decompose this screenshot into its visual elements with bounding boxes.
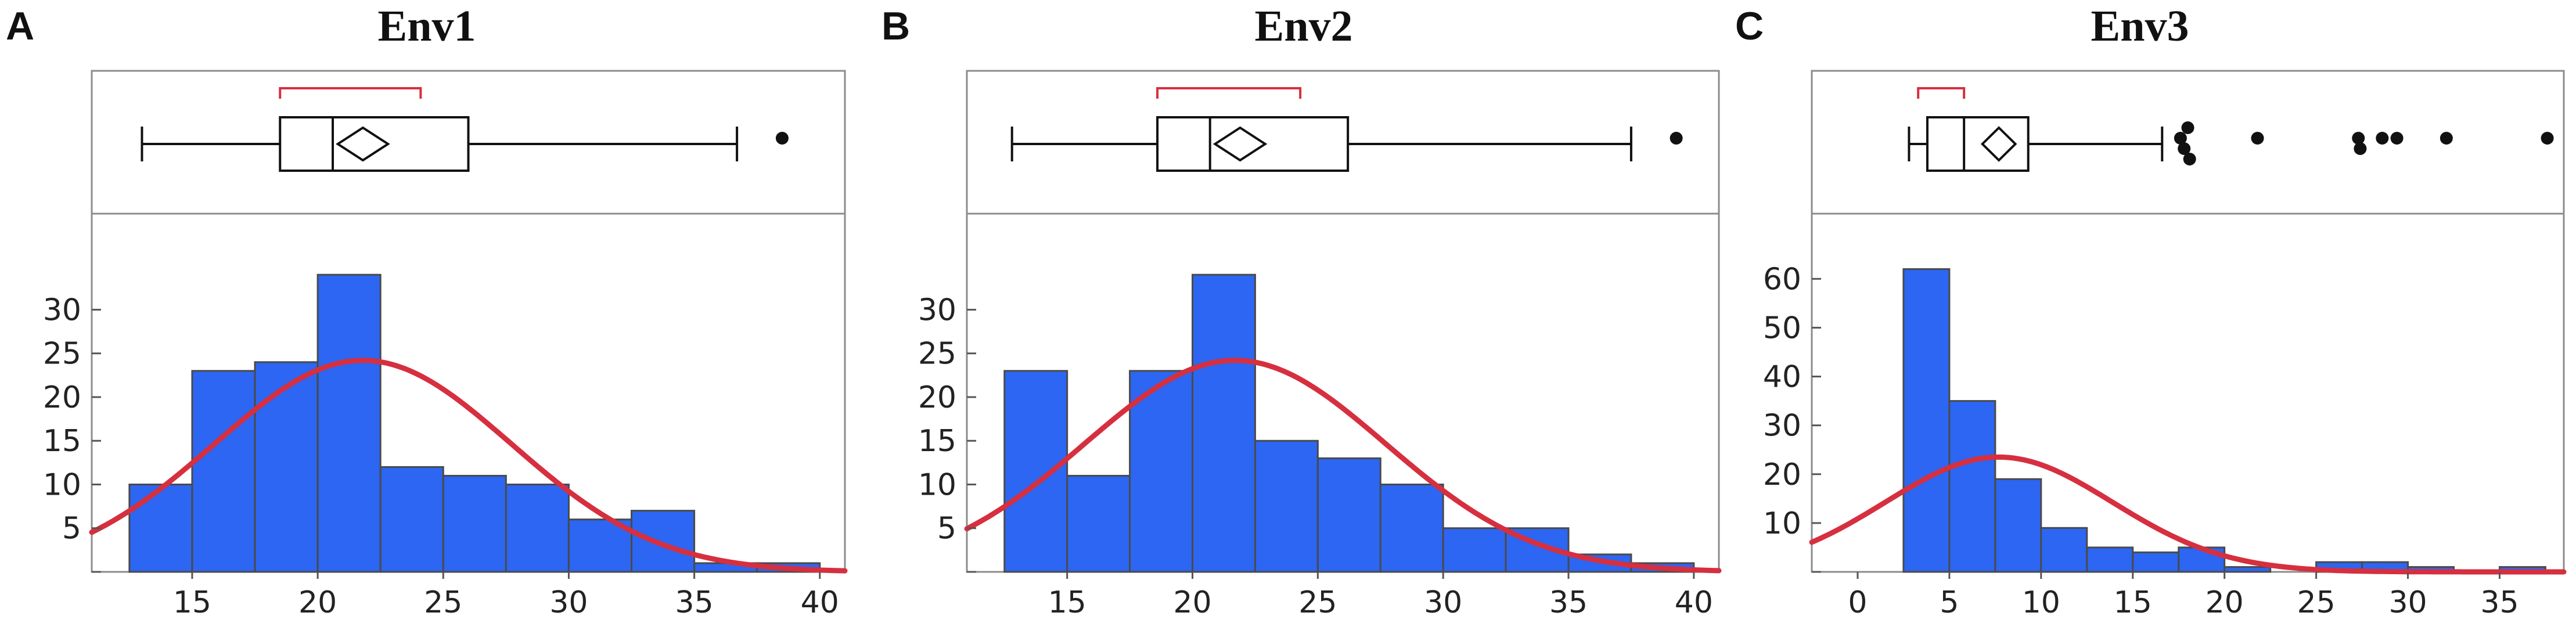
histogram-bar [1129, 370, 1194, 573]
outlier-point [2440, 132, 2453, 145]
histogram-bar [2086, 546, 2134, 573]
histogram-bar [2040, 527, 2088, 573]
normal-fit-curve [89, 358, 848, 574]
y-tick-label: 25 [43, 337, 81, 372]
outlier-point [2174, 132, 2187, 145]
y-tick-label: 10 [1763, 506, 1801, 541]
normal-fit-curve [1809, 454, 2567, 575]
shortest-half-bracket [1156, 87, 1302, 99]
outlier-point [2376, 132, 2389, 145]
x-tick-label: 30 [549, 585, 588, 620]
y-tick-label: 50 [1763, 311, 1801, 345]
histogram-bar [1192, 273, 1256, 573]
outlier-point [775, 132, 789, 145]
panel-a: A Env1 15 20 25 30 35 40 5 10 15 20 25 30 [6, 2, 848, 620]
histogram-bar [442, 474, 507, 573]
x-tick-label: 35 [675, 585, 714, 620]
outlier-point [2354, 142, 2367, 155]
histogram-bar [1066, 474, 1131, 573]
histogram-bar [1379, 483, 1444, 573]
histogram-bar [1316, 457, 1381, 573]
y-tick-label: 25 [918, 337, 956, 372]
panel-c: C Env3 0 5 10 15 20 25 30 35 10 20 30 40 50 60 [1735, 2, 2567, 620]
x-tick-label: 40 [801, 585, 839, 620]
panel-title: Env2 [1255, 2, 1353, 51]
x-tick-label: 20 [298, 585, 337, 620]
y-tick-label: 30 [43, 293, 81, 327]
shortest-half-bracket [1917, 87, 1966, 99]
y-tick-label: 20 [918, 380, 956, 415]
x-tick-label: 35 [1549, 585, 1588, 620]
x-tick-label: 15 [173, 585, 211, 620]
histogram-bar [505, 483, 570, 573]
outlier-point [2541, 132, 2554, 145]
histogram-bar [316, 273, 382, 573]
histogram-bar [1994, 478, 2042, 573]
histogram-bar [191, 370, 256, 573]
histogram-bar [631, 510, 696, 573]
outlier-point [2178, 142, 2191, 155]
shortest-half-bracket [279, 87, 422, 99]
x-tick-label: 25 [424, 585, 462, 620]
y-tick-label: 60 [1763, 262, 1801, 297]
x-tick-label: 20 [2206, 585, 2244, 620]
histogram-bar [254, 361, 319, 573]
panel-letter: A [6, 4, 34, 48]
outlier-point [2183, 153, 2196, 165]
y-tick-label: 40 [1763, 360, 1801, 395]
histogram-bar [2224, 566, 2272, 573]
x-tick-label: 15 [1048, 585, 1086, 620]
y-tick-label: 30 [1763, 409, 1801, 444]
panel-letter: C [1735, 4, 1764, 48]
histogram-bar [1003, 370, 1068, 573]
x-tick-label: 35 [2480, 585, 2519, 620]
histogram-bar [2132, 551, 2180, 573]
x-tick-label: 30 [1424, 585, 1462, 620]
x-tick-label: 25 [2297, 585, 2336, 620]
outlier-point [2251, 132, 2264, 145]
x-tick-label: 40 [1675, 585, 1713, 620]
y-tick-label: 15 [918, 424, 956, 459]
panel-letter: B [882, 4, 910, 48]
mean-diamond [1213, 126, 1268, 162]
y-tick-label: 15 [43, 424, 81, 459]
y-tick-label: 10 [43, 467, 81, 502]
y-tick-label: 5 [62, 511, 81, 546]
panel-b: B Env2 15 20 25 30 35 40 5 10 15 20 25 30 [882, 2, 1722, 620]
histogram-bar [379, 466, 444, 573]
y-tick-label: 5 [937, 511, 956, 546]
panel-title: Env3 [2091, 2, 2189, 51]
x-tick-label: 15 [2114, 585, 2152, 620]
x-tick-label: 5 [1940, 585, 1959, 620]
y-tick-label: 20 [43, 380, 81, 415]
panel-title: Env1 [378, 2, 476, 51]
mean-diamond [336, 126, 390, 162]
normal-fit-curve [964, 358, 1722, 574]
histogram-bar [1254, 440, 1319, 573]
y-tick-label: 30 [918, 293, 956, 327]
outlier-point [1670, 132, 1683, 145]
x-tick-label: 0 [1848, 585, 1867, 620]
outlier-point [2390, 132, 2404, 145]
mean-diamond [1980, 126, 2017, 162]
x-tick-label: 30 [2388, 585, 2427, 620]
outlier-point [2352, 132, 2365, 145]
x-tick-label: 25 [1298, 585, 1337, 620]
y-tick-label: 20 [1763, 458, 1801, 492]
x-tick-label: 10 [2022, 585, 2060, 620]
histogram-bar [1442, 527, 1507, 573]
histogram-bar [128, 483, 193, 573]
interquartile-box [279, 116, 470, 172]
x-tick-label: 20 [1173, 585, 1211, 620]
y-tick-label: 10 [918, 467, 956, 502]
outlier-point [2181, 121, 2194, 134]
histogram-bar [1902, 268, 1951, 573]
histogram-bar [1948, 400, 1996, 573]
